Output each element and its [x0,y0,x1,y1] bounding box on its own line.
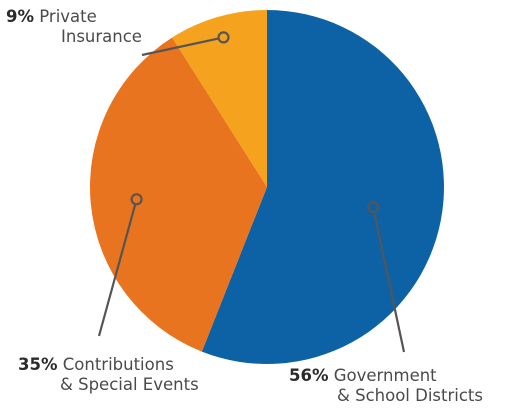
slice-name-line2-contributions: & Special Events [60,375,199,394]
slice-name-line2-private-insurance: Insurance [61,27,142,46]
slice-name-line1-contributions: Contributions [62,355,174,374]
leader-anchor-contributions-special-events [130,193,143,206]
slice-percent-private-insurance: 9% [6,7,35,26]
leader-line-contributions-special-events [97,199,138,337]
slice-label-government: 56% Government & School Districts [289,366,483,406]
leader-line-private-insurance [141,36,224,57]
slice-percent-contributions: 35% [18,355,58,374]
leader-line-government-school-districts [372,206,406,353]
pie-slice-contributions-special-events [89,37,267,352]
leader-anchor-government-school-districts [367,201,380,214]
slice-label-private-insurance: 9% Private Insurance [6,7,142,47]
pie-slice-private-insurance [172,9,267,187]
slice-name-line1-government: Government [333,366,437,385]
slice-name-line2-government: & School Districts [337,386,483,405]
slice-name-line1-private-insurance: Private [39,7,97,26]
slice-percent-government: 56% [289,366,329,385]
slice-label-contributions: 35% Contributions & Special Events [18,355,199,395]
pie-slice-government-school-districts [201,10,444,364]
leader-anchor-private-insurance [217,31,230,44]
